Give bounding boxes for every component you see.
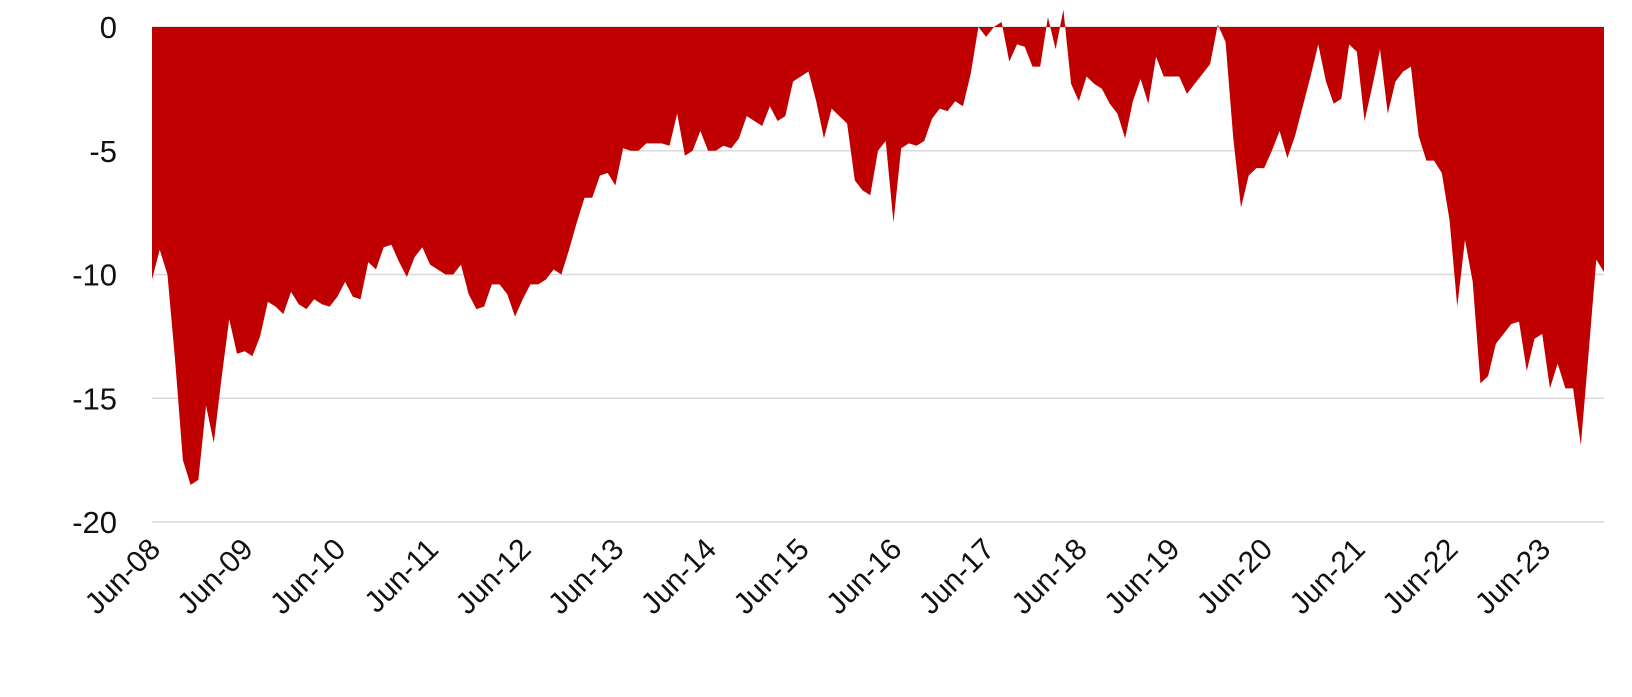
x-tick-label: Jun-19 <box>1098 533 1186 621</box>
y-tick-label: -20 <box>72 505 117 540</box>
x-tick-label: Jun-21 <box>1284 533 1372 621</box>
area-series <box>152 9 1604 485</box>
x-tick-label: Jun-23 <box>1469 533 1557 621</box>
drawdown-area <box>152 9 1604 485</box>
x-tick-label: Jun-22 <box>1376 533 1464 621</box>
x-tick-label: Jun-18 <box>1006 533 1094 621</box>
x-tick-label: Jun-13 <box>542 533 630 621</box>
x-axis: Jun-08 Jun-09 Jun-10 Jun-11 Jun-12 Jun-13 Jun-… <box>79 533 1557 621</box>
x-tick-label: Jun-08 <box>79 533 167 621</box>
x-tick-label: Jun-17 <box>913 533 1001 621</box>
y-tick-label: -10 <box>72 258 117 293</box>
x-tick-label: Jun-11 <box>358 533 445 620</box>
x-tick-label: Jun-10 <box>264 533 352 621</box>
x-tick-label: Jun-09 <box>171 533 259 621</box>
x-tick-label: Jun-14 <box>635 533 723 621</box>
y-tick-label: -15 <box>72 381 117 416</box>
y-tick-label: 0 <box>100 10 117 45</box>
x-tick-label: Jun-15 <box>728 533 816 621</box>
x-tick-label: Jun-12 <box>449 533 537 621</box>
x-tick-label: Jun-16 <box>820 533 908 621</box>
y-axis: 0 -5 -10 -15 -20 <box>72 10 117 540</box>
y-tick-label: -5 <box>89 134 117 169</box>
x-tick-label: Jun-20 <box>1191 533 1279 621</box>
